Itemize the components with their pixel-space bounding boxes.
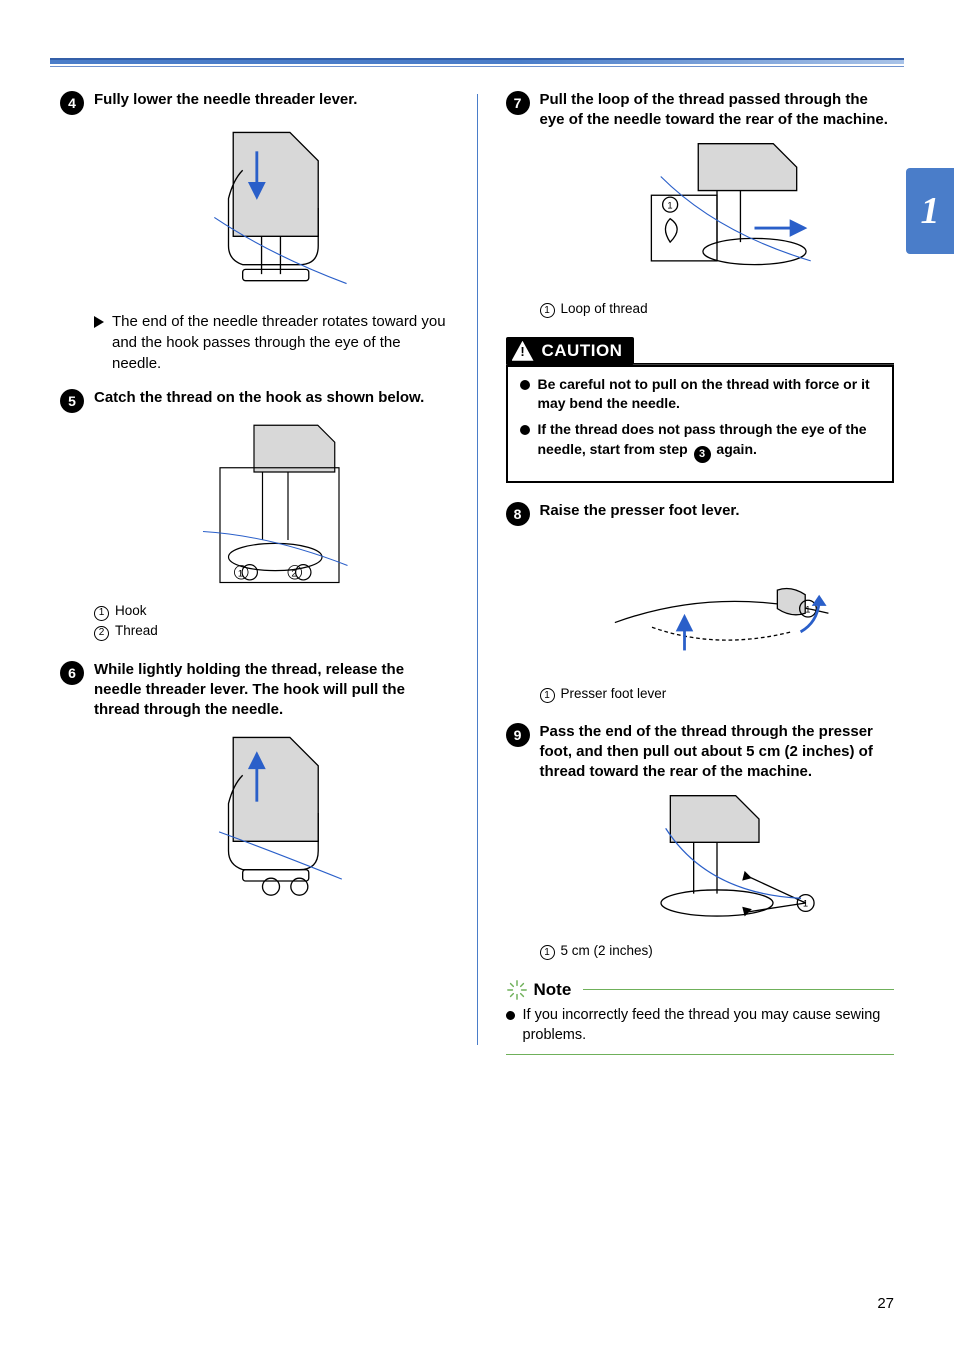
note-spark-icon [506, 979, 528, 1001]
callout-label: Loop of thread [561, 299, 648, 319]
callout-number: 1 [540, 688, 555, 703]
step-9-body: 1 1 5 cm (2 inches) [506, 791, 895, 961]
step-5-figure: 1 2 [94, 421, 449, 591]
step-title: Raise the presser foot lever. [540, 501, 740, 521]
caution-text-suffix: again. [713, 441, 757, 457]
step-4-figure [94, 123, 449, 293]
callout-number: 1 [540, 945, 555, 960]
step-title: Pass the end of the thread through the p… [540, 722, 895, 783]
callout-number: 1 [540, 303, 555, 318]
result-text: The end of the needle threader rotates t… [112, 311, 449, 374]
content-columns: 4 Fully lower the needle threader lever. [60, 90, 894, 1055]
step-9-figure: 1 [540, 791, 895, 931]
svg-text:1: 1 [667, 200, 672, 210]
note-block: Note If you incorrectly feed the thread … [506, 979, 895, 1055]
svg-text:1: 1 [803, 898, 808, 908]
note-item: If you incorrectly feed the thread you m… [506, 1005, 895, 1046]
callout-label: Presser foot lever [561, 684, 667, 704]
callout-row: 1 5 cm (2 inches) [540, 941, 895, 961]
bullet-icon [520, 425, 530, 435]
result-marker-icon [94, 316, 104, 328]
bullet-icon [506, 1011, 515, 1020]
step-5-body: 1 2 1 Hook 2 Thread [60, 421, 449, 642]
step-6-header: 6 While lightly holding the thread, rele… [60, 660, 449, 721]
svg-text:1: 1 [238, 569, 243, 579]
callout-label: Thread [115, 621, 158, 641]
step-number: 7 [506, 91, 530, 115]
note-header: Note [506, 979, 895, 1001]
step-number: 8 [506, 502, 530, 526]
caution-block: CAUTION Be careful not to pull on the th… [506, 337, 895, 483]
step-8-body: 1 1 Presser f [506, 534, 895, 704]
note-rule [583, 989, 894, 990]
warning-icon [512, 341, 534, 361]
step-7-callouts: 1 Loop of thread [540, 299, 895, 319]
step-8-callouts: 1 Presser foot lever [540, 684, 895, 704]
column-divider [477, 94, 478, 1045]
step-4-header: 4 Fully lower the needle threader lever. [60, 90, 449, 115]
caution-heading: CAUTION [542, 341, 623, 361]
step-number: 9 [506, 723, 530, 747]
svg-text:2: 2 [292, 569, 297, 579]
step-4-result: The end of the needle threader rotates t… [94, 311, 449, 374]
page-number: 27 [877, 1295, 894, 1312]
callout-label: Hook [115, 601, 147, 621]
caution-text: Be careful not to pull on the thread wit… [538, 375, 881, 414]
caution-text: If the thread does not pass through the … [538, 420, 881, 463]
callout-number: 1 [94, 606, 109, 621]
step-number: 6 [60, 661, 84, 685]
inline-step-ref: 3 [694, 446, 711, 463]
note-bottom-rule [506, 1054, 895, 1055]
bullet-icon [520, 380, 530, 390]
caution-list: Be careful not to pull on the thread wit… [520, 375, 881, 463]
header-rule [50, 58, 904, 64]
chapter-number: 1 [921, 189, 940, 233]
callout-row: 1 Hook [94, 601, 449, 621]
left-column: 4 Fully lower the needle threader lever. [60, 90, 449, 1055]
note-heading: Note [534, 980, 572, 1000]
callout-row: 2 Thread [94, 621, 449, 641]
caution-banner: CAUTION [506, 337, 635, 365]
step-8-header: 8 Raise the presser foot lever. [506, 501, 895, 526]
step-6-body [60, 728, 449, 898]
step-title: Fully lower the needle threader lever. [94, 90, 357, 110]
svg-text:1: 1 [805, 604, 810, 614]
step-5-header: 5 Catch the thread on the hook as shown … [60, 388, 449, 413]
step-5-callouts: 1 Hook 2 Thread [94, 601, 449, 642]
step-9-callouts: 1 5 cm (2 inches) [540, 941, 895, 961]
step-number: 5 [60, 389, 84, 413]
callout-label: 5 cm (2 inches) [561, 941, 653, 961]
right-column: 7 Pull the loop of the thread passed thr… [506, 90, 895, 1055]
step-4-body [60, 123, 449, 293]
step-9-header: 9 Pass the end of the thread through the… [506, 722, 895, 783]
step-7-figure: 1 [540, 139, 895, 289]
step-7-body: 1 1 Loop of thread [506, 139, 895, 319]
chapter-tab: 1 [906, 168, 954, 254]
step-7-header: 7 Pull the loop of the thread passed thr… [506, 90, 895, 131]
step-6-figure [94, 728, 449, 898]
step-title: Pull the loop of the thread passed throu… [540, 90, 895, 131]
callout-row: 1 Loop of thread [540, 299, 895, 319]
step-title: Catch the thread on the hook as shown be… [94, 388, 424, 408]
caution-item: Be careful not to pull on the thread wit… [520, 375, 881, 414]
step-8-figure: 1 [540, 534, 895, 674]
step-number: 4 [60, 91, 84, 115]
caution-box: Be careful not to pull on the thread wit… [506, 365, 895, 483]
caution-item: If the thread does not pass through the … [520, 420, 881, 463]
manual-page: 1 4 Fully lower the needle threader leve… [0, 0, 954, 1348]
note-text: If you incorrectly feed the thread you m… [523, 1005, 895, 1046]
callout-row: 1 Presser foot lever [540, 684, 895, 704]
step-title: While lightly holding the thread, releas… [94, 660, 449, 721]
callout-number: 2 [94, 626, 109, 641]
note-body: If you incorrectly feed the thread you m… [506, 1005, 895, 1046]
